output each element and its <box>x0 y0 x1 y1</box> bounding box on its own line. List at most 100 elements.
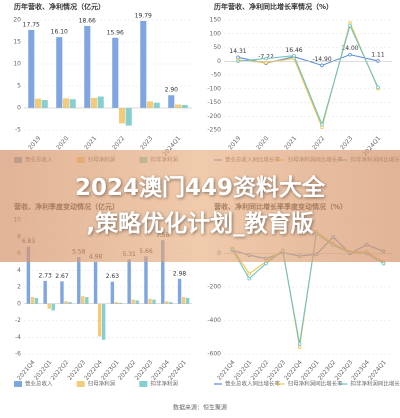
bar <box>47 303 51 309</box>
data-label: -14.90 <box>312 56 332 63</box>
bar <box>68 302 72 304</box>
y-tick-label: 15 <box>13 39 21 46</box>
point <box>320 122 324 127</box>
bar <box>81 296 85 304</box>
overlay-banner: 2024澳门449资料大全 ,策略优化计划_教育版 <box>0 150 400 262</box>
bar <box>56 37 63 108</box>
bar <box>135 300 139 304</box>
bar <box>168 95 175 108</box>
point <box>376 59 380 63</box>
x-tick-label: 2023 <box>139 135 154 151</box>
bar <box>177 278 182 304</box>
bar <box>69 99 76 108</box>
x-tick-label: 2021 <box>283 135 298 151</box>
legend-label: 营业总收入 <box>25 380 53 388</box>
bar <box>34 297 39 304</box>
bar <box>152 299 156 304</box>
bar <box>85 297 89 304</box>
legend-swatch <box>76 381 85 387</box>
bar <box>60 281 64 304</box>
y-tick-label: 10 <box>13 61 21 68</box>
y-tick-label: 150 <box>210 17 222 24</box>
data-label: 16.46 <box>285 47 302 54</box>
bar <box>28 29 35 108</box>
y-tick-label: -600 <box>207 351 221 358</box>
point <box>264 60 268 65</box>
bar <box>30 297 35 304</box>
x-tick-label: 2024Q1 <box>367 359 388 382</box>
legend-swatch <box>139 381 148 387</box>
legend-label: 扣非净利润 <box>150 380 178 388</box>
bar <box>118 302 123 304</box>
bar <box>51 303 55 311</box>
point <box>247 271 252 276</box>
y-tick-label: -100 <box>207 85 221 92</box>
bar <box>97 96 104 108</box>
chart-title: 历年营收、净利情况（亿元） <box>14 2 105 11</box>
x-tick-label: 2022 <box>311 135 326 151</box>
bar <box>181 297 186 304</box>
y-tick-label: 0 <box>217 58 221 65</box>
overlay-line: 2024澳门449资料大全 <box>74 175 326 201</box>
y-tick-label: 5 <box>17 83 21 90</box>
x-tick-label: 2022 <box>111 135 126 151</box>
bar <box>118 108 126 124</box>
data-label: 16.10 <box>51 29 68 36</box>
y-tick-label: 50 <box>213 44 221 51</box>
bar <box>185 297 190 304</box>
bar <box>148 298 152 304</box>
line <box>237 21 379 129</box>
y-tick-label: -5 <box>15 127 21 134</box>
x-tick-label: 2019 <box>227 135 242 151</box>
y-tick-label: 20 <box>13 17 21 24</box>
y-tick-label: -2 <box>15 317 21 324</box>
point <box>348 52 352 57</box>
x-tick-label: 2019 <box>27 135 42 151</box>
x-tick-label: 2020 <box>255 135 270 151</box>
y-tick-label: -200 <box>207 113 221 120</box>
bar <box>90 97 98 108</box>
bar <box>84 25 91 109</box>
y-tick-label: 4 <box>17 267 21 274</box>
data-label: 1.11 <box>371 51 385 58</box>
data-label: 2.67 <box>55 273 69 280</box>
bar <box>169 302 173 304</box>
legend-label: 归母净利润同比增长率 <box>288 380 344 388</box>
x-tick-label: 2024Q1 <box>167 359 188 382</box>
bar <box>161 240 165 304</box>
bar <box>26 246 31 304</box>
bar <box>144 256 148 304</box>
bar <box>77 257 81 304</box>
point <box>320 63 324 68</box>
bar <box>101 303 106 340</box>
legend-swatch <box>14 381 22 387</box>
data-label: 2.63 <box>106 273 120 280</box>
bar <box>127 259 131 304</box>
point <box>376 85 380 90</box>
point <box>264 56 268 61</box>
bar <box>110 281 115 304</box>
x-tick-label: 2023 <box>339 135 354 151</box>
y-tick-label: -150 <box>207 99 221 106</box>
y-tick-label: -50 <box>211 72 221 79</box>
bar <box>114 302 119 304</box>
bar <box>112 37 119 108</box>
data-label: 14.31 <box>229 48 246 55</box>
bar <box>34 98 42 108</box>
data-label: 2.90 <box>165 87 179 94</box>
y-tick-label: -400 <box>207 317 221 324</box>
point <box>247 276 252 281</box>
bar <box>97 303 102 337</box>
bar <box>41 100 48 108</box>
data-label: 17.75 <box>23 21 40 28</box>
data-label: 2.98 <box>173 270 187 277</box>
source: 数据来源：恒生聚源 <box>173 404 227 412</box>
point <box>348 23 352 28</box>
data-label: 19.79 <box>135 12 152 19</box>
bar <box>93 262 98 304</box>
overlay-line: ,策略优化计划_教育版 <box>86 211 314 237</box>
bar <box>181 104 188 108</box>
y-tick-label: -6 <box>15 351 21 358</box>
x-tick-label: 2021 <box>83 135 98 151</box>
